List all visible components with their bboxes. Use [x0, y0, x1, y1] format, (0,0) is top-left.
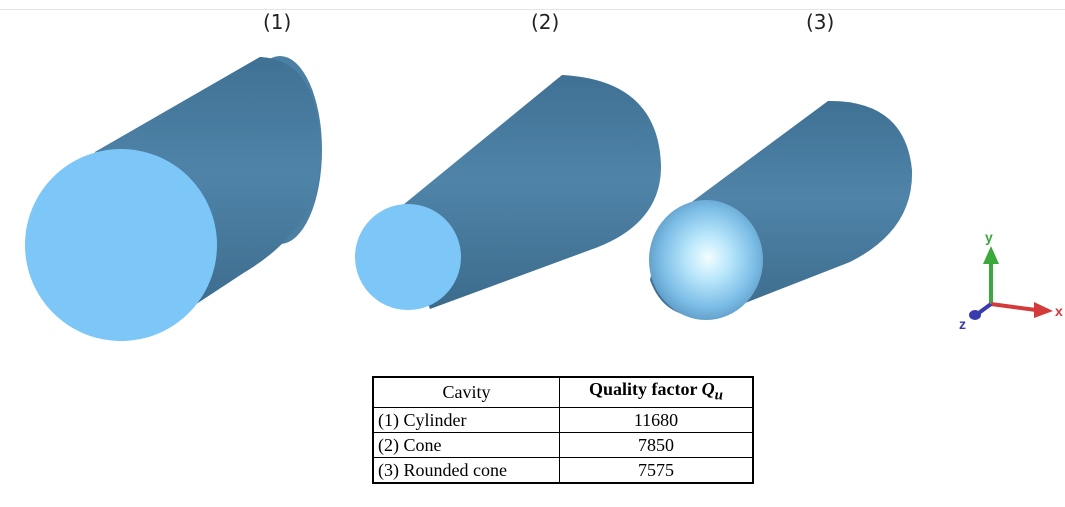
table-header-row: Cavity Quality factor Qu: [372, 376, 754, 408]
cavity-label-1: (1): [263, 10, 292, 34]
quality-factor-table: Cavity Quality factor Qu (1) Cylinder 11…: [372, 376, 754, 484]
top-divider: [0, 9, 1065, 10]
header-quality-factor: Quality factor Qu: [559, 376, 754, 408]
row-cavity: (2) Cone: [372, 431, 560, 458]
row-quality-value: 7575: [559, 456, 754, 484]
x-axis-arrow: [1034, 302, 1053, 318]
cavity-label-3: (3): [806, 10, 835, 34]
cavity-2-cone: [355, 75, 662, 310]
header-quality-text: Quality factor: [589, 379, 702, 399]
y-axis-label: y: [985, 229, 993, 245]
x-axis-line: [990, 302, 1037, 312]
cavity-1-cylinder: [25, 56, 322, 341]
cavity-label-2: (2): [531, 10, 560, 34]
z-axis-label: z: [959, 316, 966, 332]
x-axis-label: x: [1055, 303, 1063, 319]
y-axis-arrow: [983, 246, 999, 264]
row-quality-value: 7850: [559, 431, 754, 458]
z-axis-arrow: [969, 310, 981, 320]
row-quality-value: 11680: [559, 406, 754, 433]
table-row: (2) Cone 7850: [372, 431, 754, 458]
table-row: (3) Rounded cone 7575: [372, 456, 754, 484]
row-cavity: (1) Cylinder: [372, 406, 560, 433]
cavity-3-rounded-cone: [649, 100, 913, 320]
axes-triad: y x z: [959, 229, 1063, 332]
rounded-cone-front-face: [649, 200, 763, 320]
cylinder-front-face: [25, 149, 217, 341]
row-cavity: (3) Rounded cone: [372, 456, 560, 484]
cone-front-face: [355, 204, 461, 310]
header-quality-subscript: u: [714, 387, 723, 404]
header-cavity: Cavity: [372, 376, 560, 408]
header-quality-symbol: Q: [701, 379, 715, 399]
table-row: (1) Cylinder 11680: [372, 406, 754, 433]
